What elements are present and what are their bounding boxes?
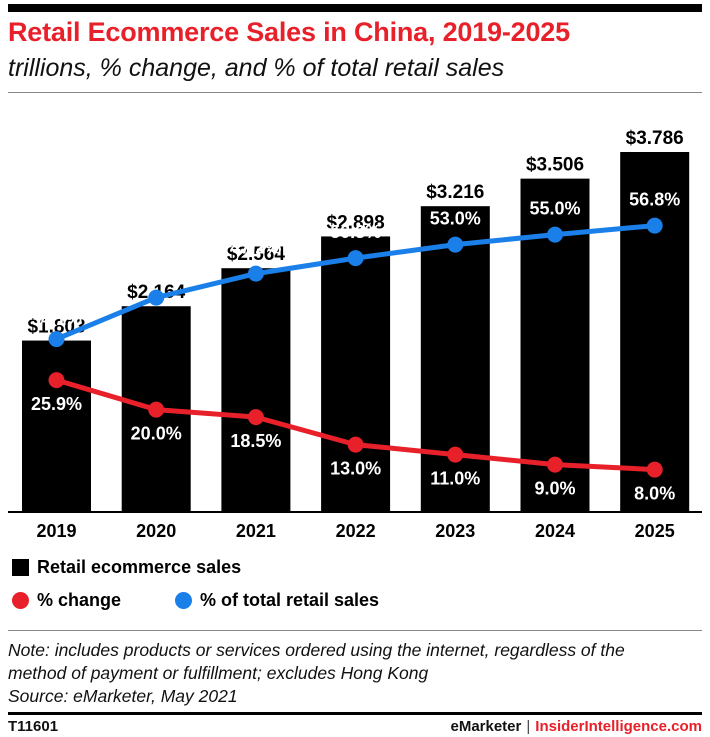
pct-total-label-2025: 56.8% [629,190,680,210]
bar-label-2021: $2.564 [227,244,286,265]
legend-swatch-pct-total [175,592,192,609]
pct-change-label-2024: 9.0% [534,479,575,499]
pct-change-point-2025 [646,461,663,478]
pct-change-point-2024 [547,456,563,473]
pct-change-label-2021: 18.5% [230,431,281,451]
x-tick-2024: 2024 [535,521,575,540]
legend-item-bars: Retail ecommerce sales [12,557,241,578]
bar-2019 [22,340,91,512]
pct-change-point-2019 [48,372,65,389]
chart-subtitle: trillions, % change, and % of total reta… [8,54,505,82]
bar-label-2022: $2.898 [327,212,385,233]
pct-total-point-2019 [48,331,65,348]
top-rule [8,4,702,12]
note-line-2: method of payment or fulfillment; exclud… [8,663,429,683]
chart: $1.803$2.164$2.564$2.898$3.216$3.506$3.7… [8,128,702,540]
bar-2025 [620,152,690,512]
pct-total-label-2024: 55.0% [529,199,580,219]
chart-id: T11601 [8,718,59,735]
x-tick-2022: 2022 [336,521,376,540]
brand-insider-intelligence: InsiderIntelligence.com [535,718,702,735]
pct-total-label-2020: 42.4% [131,262,182,282]
note: Note: includes products or services orde… [8,639,702,708]
footer-brand: eMarketer | InsiderIntelligence.com [450,718,702,735]
bottom-rule [8,712,702,715]
x-tick-2020: 2020 [136,521,176,540]
pct-change-label-2022: 13.0% [330,459,381,479]
pct-total-point-2021 [247,265,264,282]
pct-total-label-2019: 34.1% [31,309,82,329]
pct-total-point-2023 [447,236,464,253]
legend-label-pct-total: % of total retail sales [200,590,380,610]
header-divider [8,92,702,93]
legend-swatch-bars [12,559,29,576]
brand-emarketer: eMarketer [450,718,522,735]
x-tick-2025: 2025 [635,521,675,540]
bar-label-2025: $3.786 [626,128,684,149]
pct-change-point-2023 [447,446,464,463]
point-labels-layer: 34.1% 42.4% 47.2% 50.3% 53.0% 55.0% 56.8% 25.9%… [31,190,680,504]
x-tick-2019: 2019 [36,521,76,540]
chart-title: Retail Ecommerce Sales in China, 2019-20… [8,17,570,47]
x-tick-2023: 2023 [435,521,475,540]
pct-change-label-2025: 8.0% [634,484,675,504]
legend-swatch-pct-change [12,592,29,609]
lines-layer [48,217,663,478]
legend-item-pct-total: % of total retail sales [175,590,379,611]
pct-change-label-2023: 11.0% [430,469,480,489]
pct-change-label-2020: 20.0% [131,424,182,444]
pct-change-point-2022 [347,436,364,453]
pct-change-label-2019: 25.9% [31,394,82,414]
bar-label-2023: $3.216 [426,182,484,203]
bar-2022 [321,236,391,512]
x-tick-2021: 2021 [236,521,276,540]
bar-label-2024: $3.506 [526,155,584,176]
pct-change-point-2021 [247,409,264,426]
category-labels-layer: 2019 2020 2021 2022 2023 2024 2025 [36,521,674,540]
pct-total-point-2025 [646,217,663,234]
pct-total-point-2024 [547,226,563,243]
pct-total-label-2023: 53.0% [430,209,481,229]
note-line-1: Note: includes products or services orde… [8,640,625,660]
legend-label-pct-change: % change [37,590,122,610]
legend-label-bars: Retail ecommerce sales [37,557,242,577]
note-source: Source: eMarketer, May 2021 [8,686,238,706]
pct-total-point-2020 [148,289,165,306]
pct-total-label-2021: 47.2% [230,238,281,258]
pct-total-label-2022: 50.3% [330,222,381,242]
pct-change-point-2020 [148,401,165,418]
bar-2021 [221,268,291,512]
brand-separator: | [526,718,531,735]
note-divider [8,630,702,631]
pct-total-point-2022 [347,250,364,267]
legend-item-pct-change: % change [12,590,121,611]
